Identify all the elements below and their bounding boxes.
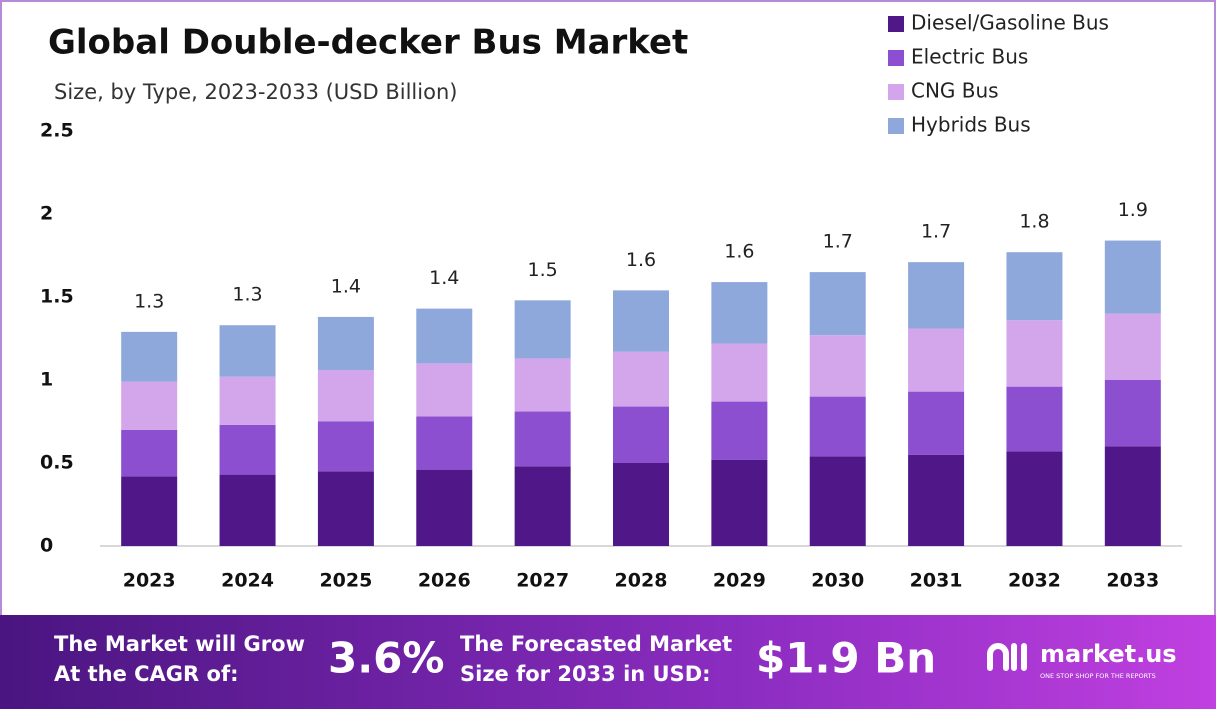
bar-segment [317,316,374,371]
x-tick-label: 2026 [418,570,471,592]
legend-label: CNG Bus [911,79,999,103]
bar-segment [1104,240,1161,314]
bar-segment [219,474,276,546]
bar-segment [711,459,768,546]
bar-segment [809,272,866,336]
total-label: 1.6 [626,249,656,271]
footer-value: $1.9 Bn [756,634,936,683]
bar-segment [613,351,669,407]
legend-swatch [888,16,904,32]
legend-swatch [888,50,904,66]
total-label: 1.3 [134,290,164,312]
x-tick-label: 2030 [811,570,864,592]
bar-segment [416,363,473,417]
y-tick-label: 2 [40,203,53,225]
y-tick-label: 0.5 [40,452,74,474]
bar-segment [514,411,571,467]
total-label: 1.4 [331,275,361,297]
footer-text: The Forecasted Market [460,632,732,656]
footer-text: At the CAGR of: [54,662,239,686]
legend-swatch [888,118,904,134]
total-label: 1.9 [1118,199,1148,221]
bar-segment [317,370,374,422]
bar-segment [908,454,965,546]
total-label: 1.7 [921,221,951,243]
y-tick-label: 1.5 [40,286,74,308]
bar-segment [908,391,965,455]
footer-value: 3.6% [328,634,444,683]
bar-segment [317,421,374,472]
logo-icon [987,643,1027,671]
footer-text: The Market will Grow [54,632,305,656]
bar-segment [711,282,768,344]
y-tick-label: 1 [40,369,53,391]
bar-segment [121,381,178,430]
bar-segment [809,456,866,546]
bar-segment [1104,313,1161,380]
bar-segment [121,476,178,546]
bar-segment [908,328,965,392]
x-tick-label: 2027 [516,570,569,592]
bar-segment [908,262,965,329]
x-tick-label: 2033 [1106,570,1159,592]
legend-label: Hybrids Bus [911,113,1031,137]
x-tick-label: 2024 [221,570,274,592]
x-tick-label: 2023 [123,570,176,592]
chart-subtitle: Size, by Type, 2023-2033 (USD Billion) [54,80,457,104]
bar-segment [1104,446,1161,546]
bar-segment [613,406,669,463]
bar-segment [711,401,768,460]
y-tick-label: 2.5 [40,120,74,142]
tagline: ONE STOP SHOP FOR THE REPORTS [1040,672,1156,680]
footer-text: Size for 2033 in USD: [460,662,711,686]
bar-segment [1006,320,1063,387]
bar-segment [514,358,571,412]
x-tick-label: 2032 [1008,570,1061,592]
bar-segment [1006,451,1063,546]
x-tick-label: 2029 [713,570,766,592]
bar-segment [121,331,178,382]
chart-title: Global Double-decker Bus Market [48,23,688,63]
legend-label: Diesel/Gasoline Bus [911,11,1109,35]
total-label: 1.8 [1019,211,1049,233]
bar-segment [1006,252,1063,321]
bar-segment [219,424,276,475]
bar-segment [711,343,768,402]
x-tick-label: 2031 [910,570,963,592]
bar-segment [416,416,473,470]
total-label: 1.4 [429,267,459,289]
total-label: 1.7 [823,231,853,253]
bar-segment [219,325,276,377]
legend-label: Electric Bus [911,45,1028,69]
brand: market.us [1040,640,1177,668]
bar-segment [219,376,276,425]
bar-segment [809,396,866,457]
bar-segment [613,290,669,352]
bar-segment [317,471,374,546]
y-tick-label: 0 [40,535,53,557]
bar-segment [809,335,866,397]
total-label: 1.6 [724,241,754,263]
x-tick-label: 2025 [319,570,372,592]
bar-segment [613,463,669,546]
total-label: 1.5 [528,259,558,281]
bar-segment [416,469,473,546]
legend-swatch [888,84,904,100]
bar-segment [416,308,473,364]
bar-segment [514,466,571,546]
bar-segment [121,429,178,477]
bar-segment [514,300,571,359]
bar-segment [1104,380,1161,447]
bar-segment [1006,386,1063,452]
x-tick-label: 2028 [615,570,668,592]
total-label: 1.3 [232,284,262,306]
